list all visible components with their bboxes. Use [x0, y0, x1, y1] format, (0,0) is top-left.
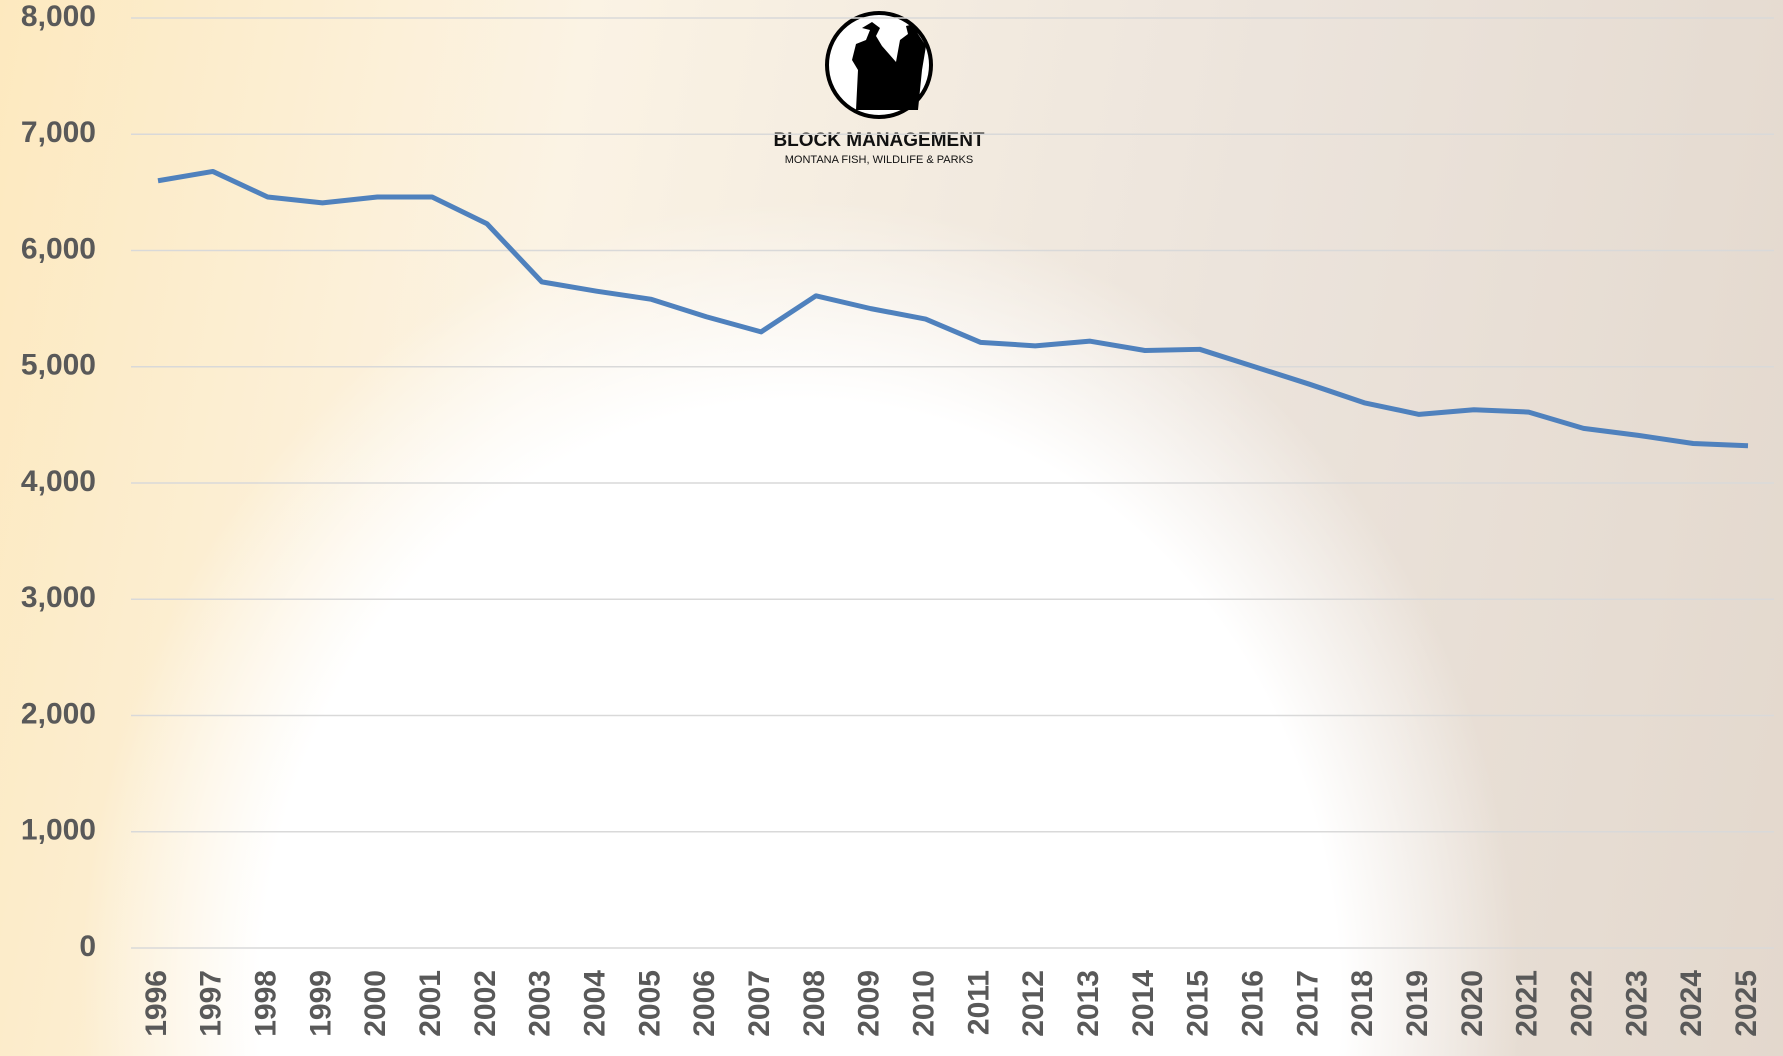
x-tick-label: 2023 [1620, 970, 1653, 1037]
x-tick-label: 2022 [1565, 970, 1598, 1037]
y-tick-label: 5,000 [21, 349, 96, 382]
x-tick-label: 2025 [1730, 970, 1763, 1037]
x-tick-label: 2008 [798, 970, 831, 1037]
x-tick-label: 2024 [1675, 970, 1708, 1037]
y-tick-label: 0 [79, 930, 96, 963]
y-tick-label: 2,000 [21, 697, 96, 730]
line [157, 168, 1749, 449]
y-tick-label: 7,000 [21, 116, 96, 149]
logo-silhouette [852, 22, 926, 110]
x-tick-label: 2016 [1236, 970, 1269, 1037]
x-tick-label: 2011 [962, 970, 995, 1035]
logo-subtitle: MONTANA FISH, WILDLIFE & PARKS [785, 154, 973, 166]
y-tick-label: 6,000 [21, 232, 96, 265]
logo: BLOCK MANAGEMENT MONTANA FISH, WILDLIFE … [773, 11, 985, 166]
y-tick-label: 1,000 [21, 814, 96, 847]
y-tick-label: 3,000 [21, 581, 96, 614]
logo-title: BLOCK MANAGEMENT [773, 130, 984, 151]
x-tick-label: 2001 [414, 970, 447, 1037]
x-tick-label: 2005 [633, 970, 666, 1037]
x-tick-label: 2019 [1401, 970, 1434, 1037]
x-tick-label: 2007 [743, 970, 776, 1037]
x-tick-label: 2009 [853, 970, 886, 1037]
x-tick-label: 2000 [359, 970, 392, 1037]
x-tick-label: 2018 [1346, 970, 1379, 1037]
x-tick-label: 2017 [1291, 970, 1324, 1037]
x-tick-label: 2006 [688, 970, 721, 1037]
x-tick-label: 2021 [1511, 970, 1544, 1037]
x-tick-label: 2003 [524, 970, 557, 1037]
x-tick-label: 1997 [195, 970, 228, 1037]
x-tick-label: 2013 [1072, 970, 1105, 1037]
x-tick-label: 1999 [304, 970, 337, 1037]
x-tick-label: 2012 [1017, 970, 1050, 1037]
x-tick-label: 2020 [1456, 970, 1489, 1037]
y-tick-label: 4,000 [21, 465, 96, 498]
x-tick-label: 1996 [140, 970, 173, 1037]
x-tick-label: 2002 [469, 970, 502, 1037]
x-tick-label: 2015 [1182, 970, 1215, 1037]
x-tick-label: 2014 [1127, 970, 1160, 1037]
x-tick-label: 2010 [908, 970, 941, 1037]
x-tick-label: 1998 [250, 970, 283, 1037]
y-tick-label: 8,000 [21, 0, 96, 33]
x-tick-label: 2004 [579, 970, 612, 1037]
